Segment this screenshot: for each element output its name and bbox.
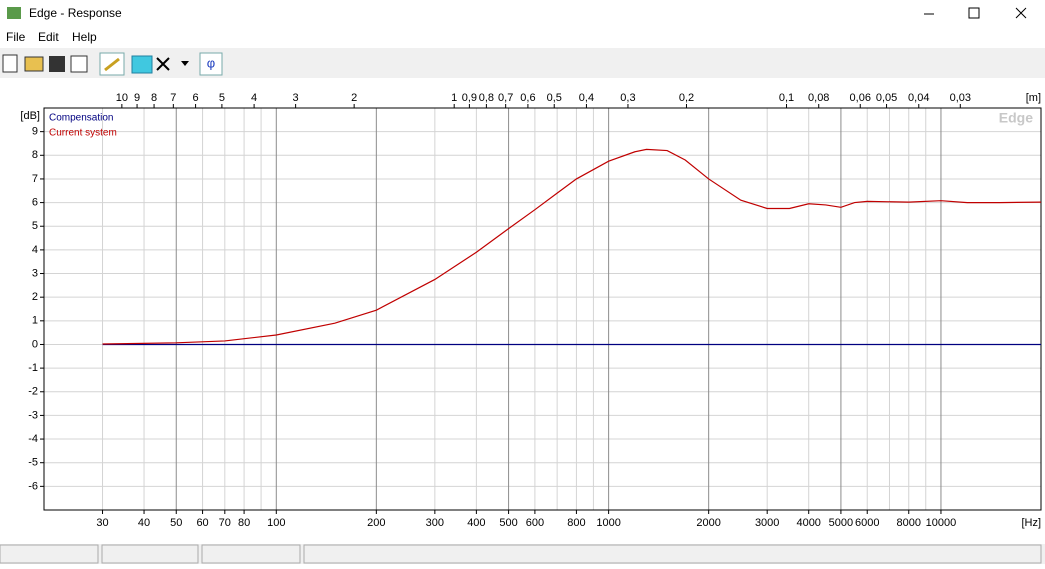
close-button[interactable] <box>1015 7 1027 19</box>
y-axis-label: [dB] <box>20 110 40 122</box>
x2-tick-label: 4 <box>251 92 257 104</box>
x2-tick-label: 0,1 <box>779 92 794 104</box>
copy-button[interactable] <box>70 55 88 73</box>
y-tick-label: 6 <box>32 196 38 208</box>
x2-tick-label: 0,03 <box>950 92 971 104</box>
x-tick-label: 2000 <box>696 517 720 529</box>
toolbar: φ <box>2 52 223 76</box>
x-tick-label: 100 <box>267 517 285 529</box>
phase-button[interactable] <box>199 52 223 76</box>
x-tick-label: 6000 <box>855 517 879 529</box>
status-pane <box>303 544 1042 564</box>
y-tick-label: 8 <box>32 149 38 161</box>
print-button[interactable] <box>131 55 153 74</box>
save-button[interactable] <box>49 56 65 72</box>
dropdown-arrow[interactable] <box>181 61 189 66</box>
x-tick-label: 200 <box>367 517 385 529</box>
x2-tick-label: 0,8 <box>479 92 494 104</box>
status-pane <box>201 544 301 564</box>
menu-item[interactable]: Edit <box>38 30 59 44</box>
watermark: Edge <box>999 110 1033 126</box>
x-tick-label: 50 <box>170 517 182 529</box>
x-tick-label: 30 <box>96 517 108 529</box>
x-tick-label: 5000 <box>829 517 853 529</box>
app-icon <box>7 7 21 19</box>
x2-tick-label: 0,3 <box>620 92 635 104</box>
x2-tick-label: 9 <box>134 92 140 104</box>
y-tick-label: 7 <box>32 173 38 185</box>
x2-tick-label: 0,05 <box>876 92 897 104</box>
x-tick-label: 1000 <box>596 517 620 529</box>
phase-label: φ <box>207 55 215 70</box>
x-tick-label: 3000 <box>755 517 779 529</box>
x-tick-label: 300 <box>426 517 444 529</box>
status-bar <box>0 544 1042 564</box>
plot-frame <box>43 107 1042 511</box>
y-tick-label: -4 <box>28 433 38 445</box>
y-tick-label: 3 <box>32 267 38 279</box>
y-tick-label: 5 <box>32 220 38 232</box>
status-pane <box>0 544 99 564</box>
series-line <box>102 148 1042 345</box>
x2-tick-label: 3 <box>293 92 299 104</box>
x2-tick-label: 0,4 <box>579 92 594 104</box>
status-pane <box>101 544 199 564</box>
y-tick-label: -3 <box>28 409 38 421</box>
x2-tick-label: 0,06 <box>850 92 871 104</box>
maximize-button[interactable] <box>968 7 980 19</box>
x2-axis-label: [m] <box>1026 92 1041 104</box>
x2-tick-label: 2 <box>351 92 357 104</box>
x-tick-label: 10000 <box>926 517 957 529</box>
x-tick-label: 40 <box>138 517 150 529</box>
new-button[interactable] <box>2 54 18 73</box>
x2-tick-label: 0,5 <box>547 92 562 104</box>
x2-tick-label: 6 <box>193 92 199 104</box>
menu-item[interactable]: File <box>6 30 26 44</box>
x2-tick-label: 5 <box>219 92 225 104</box>
menu-item[interactable]: Help <box>72 30 97 44</box>
x2-tick-label: 10 <box>116 92 128 104</box>
y-tick-label: -6 <box>28 480 38 492</box>
legend-entry: Compensation <box>49 113 113 124</box>
y-tick-label: 2 <box>32 291 38 303</box>
x2-tick-label: 0,04 <box>908 92 929 104</box>
x2-tick-label: 7 <box>170 92 176 104</box>
chart-area <box>0 78 1045 544</box>
x-axis-label: [Hz] <box>1021 517 1041 529</box>
open-button[interactable] <box>24 56 44 72</box>
x-tick-label: 80 <box>238 517 250 529</box>
x-tick-label: 600 <box>526 517 544 529</box>
x-tick-label: 500 <box>499 517 517 529</box>
x2-tick-label: 0,9 <box>462 92 477 104</box>
title-bar <box>0 0 1045 28</box>
y-tick-label: -2 <box>28 386 38 398</box>
x-tick-label: 8000 <box>897 517 921 529</box>
x2-tick-label: 0,08 <box>808 92 829 104</box>
x2-tick-label: 0,6 <box>520 92 535 104</box>
x2-tick-label: 0,7 <box>498 92 513 104</box>
menu-bar <box>0 28 1045 48</box>
pencil-icon <box>104 57 120 72</box>
delete-button[interactable] <box>156 57 170 71</box>
x2-tick-label: 0,2 <box>679 92 694 104</box>
x-tick-label: 4000 <box>796 517 820 529</box>
y-tick-label: 9 <box>32 126 38 138</box>
y-tick-label: 0 <box>32 338 38 350</box>
x2-tick-label: 1 <box>451 92 457 104</box>
y-tick-label: 4 <box>32 244 38 256</box>
y-tick-label: -1 <box>28 362 38 374</box>
legend-entry: Current system <box>49 128 117 139</box>
x-tick-label: 800 <box>567 517 585 529</box>
x-tick-label: 400 <box>467 517 485 529</box>
x2-tick-label: 8 <box>151 92 157 104</box>
window-title: Edge - Response <box>29 6 122 20</box>
x-tick-label: 70 <box>219 517 231 529</box>
y-tick-label: -5 <box>28 457 38 469</box>
x-tick-label: 60 <box>196 517 208 529</box>
y-tick-label: 1 <box>32 315 38 327</box>
